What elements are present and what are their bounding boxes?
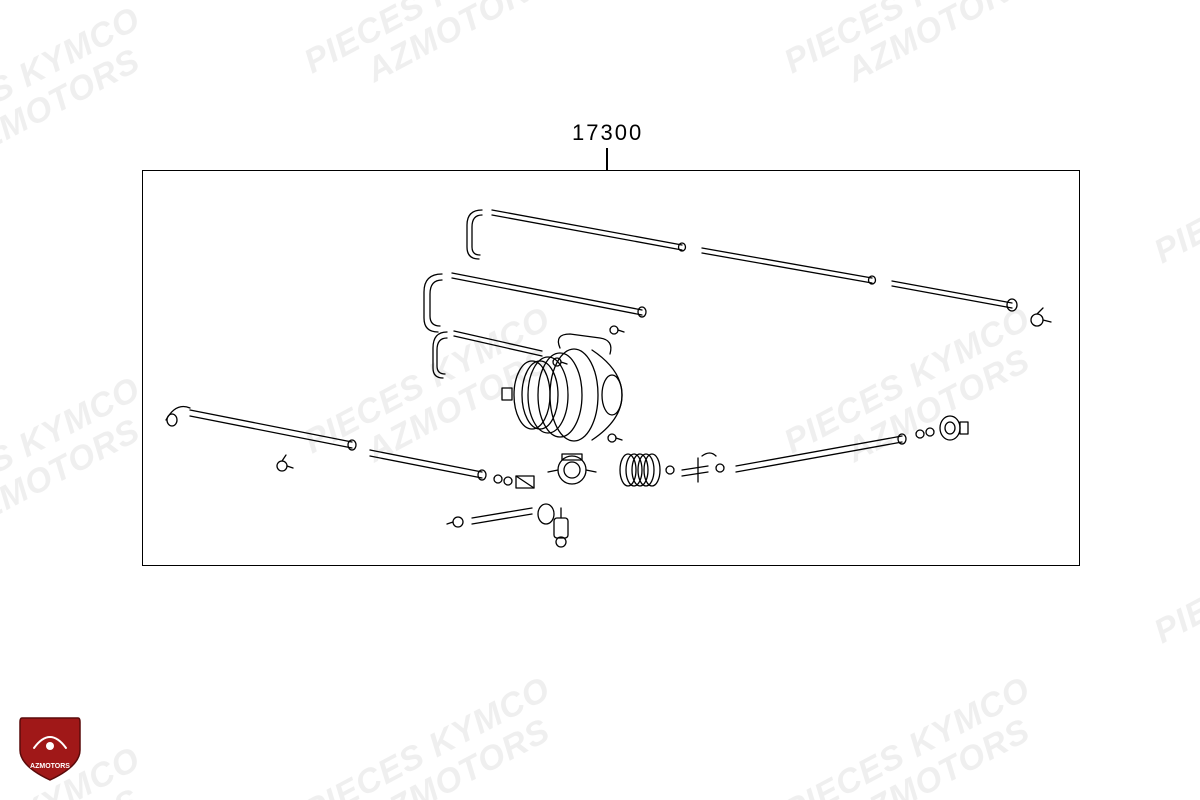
watermark: PIECES KYMCO AZMOTORS bbox=[778, 0, 1054, 114]
watermark: PIECES KYMCO AZMOTORS bbox=[1148, 490, 1200, 684]
part-number-label: 17300 bbox=[572, 120, 643, 146]
watermark: PIECES KYMCO AZMOTORS bbox=[298, 0, 574, 114]
watermark: PIECES KYMCO AZMOTORS bbox=[0, 370, 164, 564]
callout-tick bbox=[606, 148, 608, 170]
badge-text: AZMOTORS bbox=[30, 763, 70, 770]
watermark: PIECES KYMCO AZMOTORS bbox=[778, 670, 1054, 800]
azmotors-badge: AZMOTORS bbox=[18, 712, 82, 782]
watermark: PIECES KYMCO AZMOTORS bbox=[298, 670, 574, 800]
exploded-drawing bbox=[142, 170, 1080, 566]
watermark: PIECES KYMCO AZMOTORS bbox=[1148, 110, 1200, 304]
watermark: PIECES KYMCO AZMOTORS bbox=[0, 0, 164, 194]
diagram-canvas: PIECES KYMCO AZMOTORS PIECES KYMCO AZMOTO… bbox=[0, 0, 1200, 800]
